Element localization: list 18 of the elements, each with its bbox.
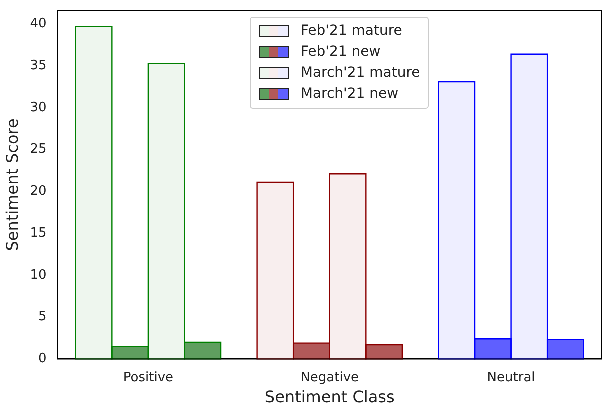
legend-label: Feb'21 mature [300,23,402,40]
legend-label: Feb'21 new [300,44,381,60]
y-tick-label: 35 [30,58,47,74]
y-tick-label: 5 [38,310,47,325]
legend-label: March'21 mature [300,65,420,82]
legend-label: March'21 new [300,86,399,102]
y-tick-label: 20 [30,184,47,200]
y-tick-label: 0 [38,352,47,367]
y-tick-label: 10 [30,268,47,283]
y-tick-label: 40 [30,16,47,32]
x-tick-label: Negative [300,370,360,386]
x-tick-label: Positive [123,370,174,386]
y-tick-label: 15 [30,226,47,241]
x-tick-label: Neutral [487,370,536,386]
x-axis-title: Sentiment Class [264,388,395,407]
y-tick-label: 30 [30,100,47,116]
y-tick-label: 25 [30,142,47,158]
y-axis-title: Sentiment Score [2,118,22,252]
